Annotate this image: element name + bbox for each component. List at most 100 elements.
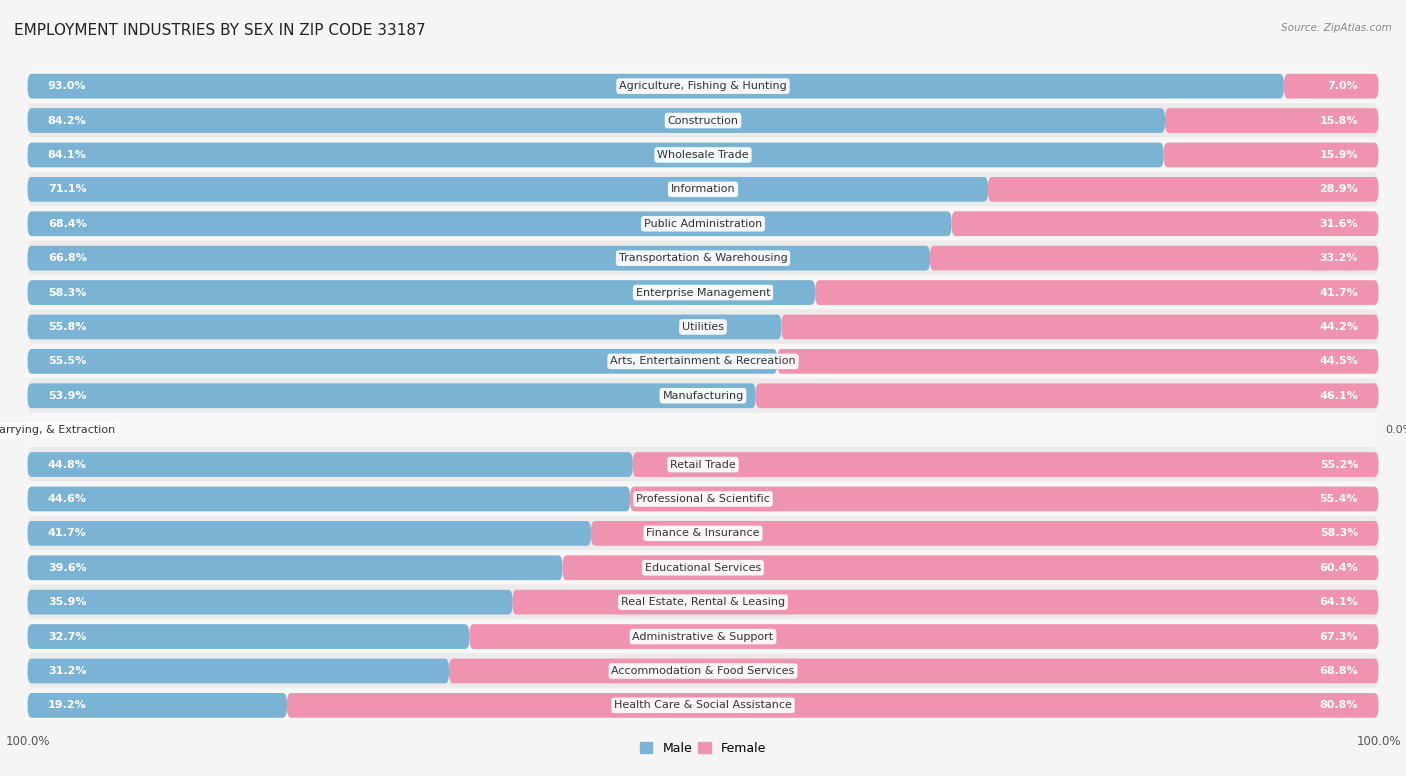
Text: 55.5%: 55.5% [48, 356, 86, 366]
FancyBboxPatch shape [28, 143, 1164, 168]
Text: Retail Trade: Retail Trade [671, 459, 735, 469]
Text: 7.0%: 7.0% [1327, 81, 1358, 91]
FancyBboxPatch shape [28, 516, 1378, 551]
Text: Mining, Quarrying, & Extraction: Mining, Quarrying, & Extraction [0, 425, 115, 435]
FancyBboxPatch shape [28, 383, 755, 408]
FancyBboxPatch shape [28, 206, 1378, 241]
FancyBboxPatch shape [929, 246, 1378, 271]
FancyBboxPatch shape [630, 487, 1378, 511]
FancyBboxPatch shape [28, 177, 988, 202]
Legend: Male, Female: Male, Female [636, 737, 770, 760]
FancyBboxPatch shape [28, 108, 1166, 133]
Text: Agriculture, Fishing & Hunting: Agriculture, Fishing & Hunting [619, 81, 787, 91]
FancyBboxPatch shape [287, 693, 1378, 718]
Text: 66.8%: 66.8% [48, 253, 87, 263]
FancyBboxPatch shape [28, 688, 1378, 723]
Text: 41.7%: 41.7% [48, 528, 87, 539]
FancyBboxPatch shape [513, 590, 1378, 615]
FancyBboxPatch shape [28, 590, 513, 615]
Text: Finance & Insurance: Finance & Insurance [647, 528, 759, 539]
FancyBboxPatch shape [28, 74, 1284, 99]
FancyBboxPatch shape [28, 550, 1378, 585]
FancyBboxPatch shape [815, 280, 1378, 305]
Text: Public Administration: Public Administration [644, 219, 762, 229]
FancyBboxPatch shape [778, 349, 1378, 374]
FancyBboxPatch shape [28, 481, 1378, 517]
FancyBboxPatch shape [28, 211, 952, 236]
FancyBboxPatch shape [28, 653, 1378, 688]
FancyBboxPatch shape [755, 383, 1378, 408]
Text: 84.2%: 84.2% [48, 116, 87, 126]
Text: 67.3%: 67.3% [1320, 632, 1358, 642]
Text: Health Care & Social Assistance: Health Care & Social Assistance [614, 701, 792, 710]
FancyBboxPatch shape [28, 624, 470, 649]
FancyBboxPatch shape [470, 624, 1378, 649]
FancyBboxPatch shape [28, 452, 633, 477]
FancyBboxPatch shape [28, 171, 1378, 207]
Text: 15.8%: 15.8% [1320, 116, 1358, 126]
Text: Utilities: Utilities [682, 322, 724, 332]
Text: Source: ZipAtlas.com: Source: ZipAtlas.com [1281, 23, 1392, 33]
FancyBboxPatch shape [28, 413, 1378, 448]
FancyBboxPatch shape [28, 447, 1378, 482]
Text: 53.9%: 53.9% [48, 391, 86, 400]
Text: 55.4%: 55.4% [1320, 494, 1358, 504]
Text: 15.9%: 15.9% [1320, 150, 1358, 160]
FancyBboxPatch shape [988, 177, 1378, 202]
FancyBboxPatch shape [28, 349, 778, 374]
FancyBboxPatch shape [28, 310, 1378, 345]
FancyBboxPatch shape [28, 68, 1378, 104]
FancyBboxPatch shape [28, 344, 1378, 379]
FancyBboxPatch shape [28, 378, 1378, 414]
Text: 28.9%: 28.9% [1319, 185, 1358, 194]
Text: 44.5%: 44.5% [1319, 356, 1358, 366]
Text: Professional & Scientific: Professional & Scientific [636, 494, 770, 504]
Text: Construction: Construction [668, 116, 738, 126]
Text: 44.8%: 44.8% [48, 459, 87, 469]
FancyBboxPatch shape [28, 137, 1378, 172]
Text: Arts, Entertainment & Recreation: Arts, Entertainment & Recreation [610, 356, 796, 366]
FancyBboxPatch shape [28, 619, 1378, 654]
Text: 19.2%: 19.2% [48, 701, 87, 710]
FancyBboxPatch shape [562, 556, 1378, 580]
Text: EMPLOYMENT INDUSTRIES BY SEX IN ZIP CODE 33187: EMPLOYMENT INDUSTRIES BY SEX IN ZIP CODE… [14, 23, 426, 38]
Text: 80.8%: 80.8% [1320, 701, 1358, 710]
Text: 60.4%: 60.4% [1319, 563, 1358, 573]
FancyBboxPatch shape [28, 659, 449, 684]
Text: 35.9%: 35.9% [48, 598, 86, 607]
FancyBboxPatch shape [952, 211, 1378, 236]
FancyBboxPatch shape [1164, 143, 1378, 168]
Text: 46.1%: 46.1% [1319, 391, 1358, 400]
Text: 44.6%: 44.6% [48, 494, 87, 504]
Text: 71.1%: 71.1% [48, 185, 86, 194]
Text: Wholesale Trade: Wholesale Trade [657, 150, 749, 160]
FancyBboxPatch shape [591, 521, 1378, 546]
FancyBboxPatch shape [28, 246, 929, 271]
Text: 31.2%: 31.2% [48, 666, 86, 676]
FancyBboxPatch shape [28, 280, 815, 305]
FancyBboxPatch shape [28, 521, 591, 546]
FancyBboxPatch shape [633, 452, 1378, 477]
FancyBboxPatch shape [28, 241, 1378, 275]
FancyBboxPatch shape [28, 275, 1378, 310]
Text: 93.0%: 93.0% [48, 81, 86, 91]
Text: 55.2%: 55.2% [1320, 459, 1358, 469]
FancyBboxPatch shape [28, 314, 782, 339]
Text: 55.8%: 55.8% [48, 322, 86, 332]
FancyBboxPatch shape [28, 556, 562, 580]
FancyBboxPatch shape [28, 103, 1378, 138]
Text: 32.7%: 32.7% [48, 632, 86, 642]
FancyBboxPatch shape [1284, 74, 1378, 99]
Text: 68.4%: 68.4% [48, 219, 87, 229]
Text: 58.3%: 58.3% [48, 288, 86, 297]
Text: Educational Services: Educational Services [645, 563, 761, 573]
Text: 44.2%: 44.2% [1319, 322, 1358, 332]
Text: 39.6%: 39.6% [48, 563, 87, 573]
Text: Transportation & Warehousing: Transportation & Warehousing [619, 253, 787, 263]
Text: 84.1%: 84.1% [48, 150, 87, 160]
Text: 31.6%: 31.6% [1320, 219, 1358, 229]
Text: 33.2%: 33.2% [1320, 253, 1358, 263]
FancyBboxPatch shape [1166, 108, 1378, 133]
Text: 41.7%: 41.7% [1319, 288, 1358, 297]
FancyBboxPatch shape [28, 693, 287, 718]
